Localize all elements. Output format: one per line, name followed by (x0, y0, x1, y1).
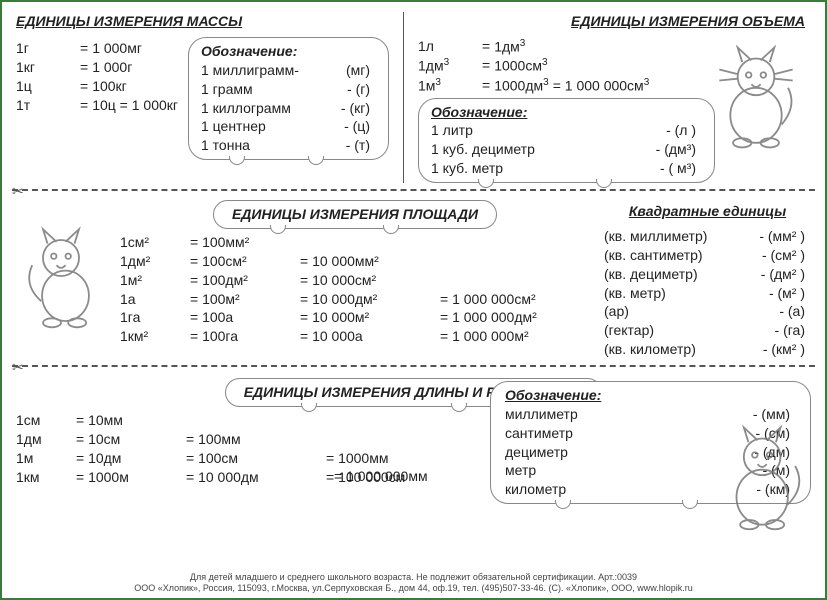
area-right-units: Квадратные единицы (кв. миллиметр)- (мм²… (604, 202, 811, 359)
volume-conversions: 1л=1дм3 1дм3=1000см3 1м3=1000дм3= 1 000 … (418, 37, 715, 96)
mass-section: ЕДИНИЦЫ ИЗМЕРЕНИЯ МАССЫ 1г=1 000мг 1кг=1… (16, 12, 389, 183)
volume-title: ЕДИНИЦЫ ИЗМЕРЕНИЯ ОБЪЕМА (418, 12, 805, 31)
footer-line-2: ООО «Хлопик», Россия, 115093, г.Москва, … (16, 583, 811, 594)
page-card: ЕДИНИЦЫ ИЗМЕРЕНИЯ МАССЫ 1г=1 000мг 1кг=1… (0, 0, 827, 600)
area-conversions: 1см²= 100мм² 1дм²= 100см²= 10 000мм² 1м²… (120, 233, 590, 346)
cat-illustration-2 (16, 216, 106, 336)
volume-notation-bubble: Обозначение: 1 литр- (л ) 1 куб. децимет… (418, 98, 715, 184)
scissors-icon-2: ✂ (12, 359, 24, 375)
cat-illustration-1 (707, 42, 805, 152)
mass-notation-title: Обозначение: (201, 42, 376, 61)
volume-section: ЕДИНИЦЫ ИЗМЕРЕНИЯ ОБЪЕМА 1л=1дм3 1дм3=10… (418, 12, 811, 183)
cat-illustration-3 (709, 422, 819, 532)
area-title: ЕДИНИЦЫ ИЗМЕРЕНИЯ ПЛОЩАДИ (232, 206, 478, 222)
mass-conversions: 1г=1 000мг 1кг=1 000г 1ц=100кг 1т=10ц = … (16, 39, 178, 115)
vertical-divider (403, 12, 404, 183)
footer-line-1: Для детей младшего и среднего школьного … (16, 572, 811, 583)
footer: Для детей младшего и среднего школьного … (16, 572, 811, 594)
area-right-title: Квадратные единицы (604, 202, 811, 221)
cut-line-1 (12, 189, 815, 191)
scissors-icon: ✂ (12, 183, 24, 199)
length-section: ЕДИНИЦЫ ИЗМЕРЕНИЯ ДЛИНЫ И РАССТОЯНИЯ 1см… (16, 378, 811, 504)
mass-title: ЕДИНИЦЫ ИЗМЕРЕНИЯ МАССЫ (16, 12, 389, 31)
cut-line-2 (12, 365, 815, 367)
area-section: ЕДИНИЦЫ ИЗМЕРЕНИЯ ПЛОЩАДИ 1см²= 100мм² 1… (16, 202, 811, 359)
top-row: ЕДИНИЦЫ ИЗМЕРЕНИЯ МАССЫ 1г=1 000мг 1кг=1… (16, 12, 811, 183)
mass-notation-bubble: Обозначение: 1 миллиграмм-(мг) 1 грамм- … (188, 37, 389, 160)
length-notation-title: Обозначение: (505, 386, 796, 405)
area-title-bubble: ЕДИНИЦЫ ИЗМЕРЕНИЯ ПЛОЩАДИ (213, 200, 497, 229)
volume-notation-title: Обозначение: (431, 103, 702, 122)
